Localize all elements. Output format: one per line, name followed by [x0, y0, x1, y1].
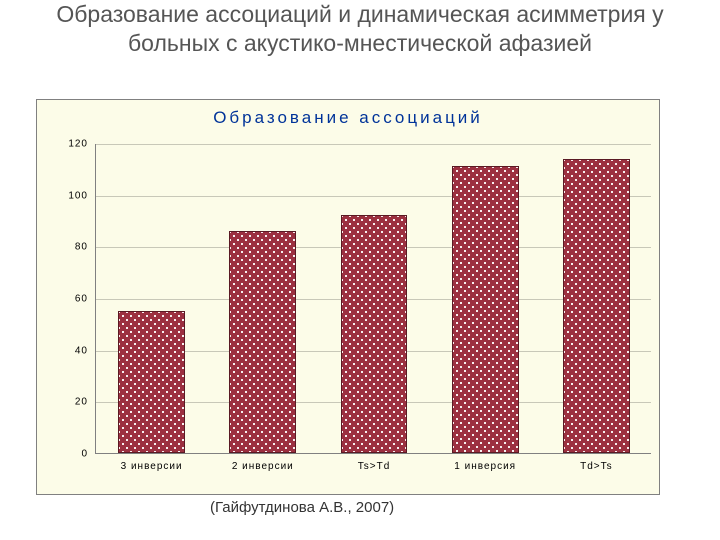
chart-frame: Образование ассоциаций 0204060801001203 … — [36, 99, 660, 495]
y-tick-label: 20 — [75, 397, 88, 408]
x-tick-label: 3 инверсии — [121, 461, 183, 472]
citation: (Гайфутдинова А.В., 2007) — [210, 498, 430, 518]
y-tick-label: 60 — [75, 294, 88, 305]
bar — [341, 215, 408, 453]
chart-title: Образование ассоциаций — [37, 108, 659, 128]
bar — [452, 166, 519, 453]
y-tick-label: 100 — [68, 190, 88, 201]
y-tick-label: 80 — [75, 242, 88, 253]
bar — [229, 231, 296, 453]
grid-line — [96, 144, 651, 145]
plot-area: 0204060801001203 инверсии2 инверсииTs>Td… — [95, 144, 651, 454]
x-tick-label: Ts>Td — [358, 461, 391, 472]
y-tick-label: 40 — [75, 345, 88, 356]
bar — [563, 159, 630, 454]
x-tick-label: 1 инверсия — [454, 461, 516, 472]
y-tick-label: 0 — [81, 449, 88, 460]
x-tick-label: Td>Ts — [580, 461, 613, 472]
slide-title: Образование ассоциаций и динамическая ас… — [0, 0, 720, 58]
bar — [118, 311, 185, 453]
y-tick-label: 120 — [68, 139, 88, 150]
x-tick-label: 2 инверсии — [232, 461, 294, 472]
